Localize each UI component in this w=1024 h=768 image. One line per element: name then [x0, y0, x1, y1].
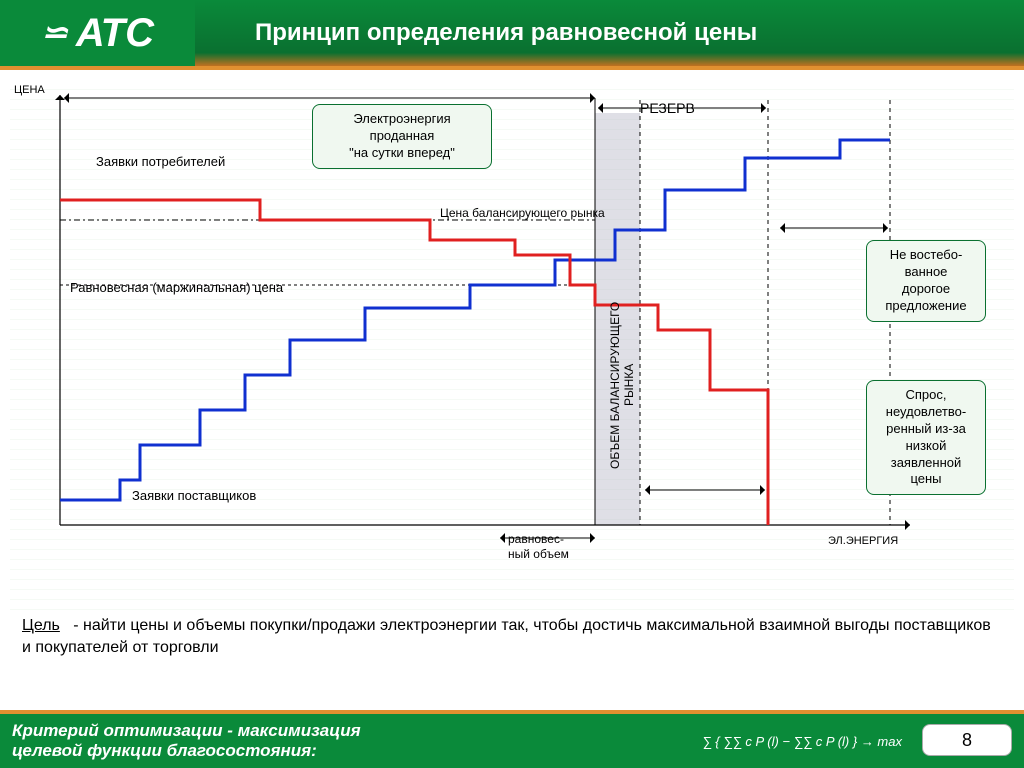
header-bar: ⋍ АТС Принцип определения равновесной це… [0, 0, 1024, 70]
page-title: Принцип определения равновесной цены [255, 19, 757, 47]
formula: ∑ { ∑∑ c P (l) − ∑∑ c P (l) } → max [702, 734, 902, 749]
label-bal-vol-1: ОБЪЕМ БАЛАНСИРУЮЩЕГО [608, 270, 622, 500]
label-eqvol-2: ный объем [508, 547, 569, 561]
footer-criterion: Критерий оптимизации - максимизация целе… [12, 721, 361, 762]
logo-box: ⋍ АТС [0, 0, 195, 66]
y-axis-label: ЦЕНА [14, 84, 45, 96]
label-bal-vol-2: РЫНКА [622, 355, 636, 415]
box-unclaimed: Не востебо-ванноедорогоепредложение [866, 240, 986, 322]
logo-text: АТС [76, 11, 154, 56]
criterion-line-1: Критерий оптимизации - максимизация [12, 721, 361, 741]
box-unmet: Спрос,неудовлетво-ренный из-занизкойзаяв… [866, 380, 986, 495]
box-sold: Электроэнергияпроданная"на сутки вперед" [312, 104, 492, 169]
label-consumers: Заявки потребителей [96, 154, 225, 169]
label-eqvol-1: равновес- [508, 532, 564, 546]
footer-bar: Критерий оптимизации - максимизация целе… [0, 710, 1024, 768]
page-number: 8 [922, 724, 1012, 756]
goal-label: Цель [22, 617, 60, 634]
label-suppliers: Заявки поставщиков [132, 488, 256, 503]
goal-text: Цель - найти цены и объемы покупки/прода… [22, 615, 1004, 660]
logo-mark-icon: ⋍ [41, 23, 68, 42]
criterion-line-2: целевой функции благосостояния: [12, 741, 361, 761]
chart-area: ЦЕНА ЭЛ.ЭНЕРГИЯ Заявки потребителей Заяв… [10, 80, 1014, 610]
label-marginal: Равновесная (маржинальная) цена [70, 280, 283, 295]
label-reserve: РЕЗЕРВ [640, 100, 695, 116]
goal-body: - найти цены и объемы покупки/продажи эл… [22, 617, 991, 656]
x-axis-label: ЭЛ.ЭНЕРГИЯ [828, 535, 898, 547]
label-balancing-price: Цена балансирующего рынка [440, 206, 605, 220]
logo: ⋍ АТС [41, 11, 154, 56]
